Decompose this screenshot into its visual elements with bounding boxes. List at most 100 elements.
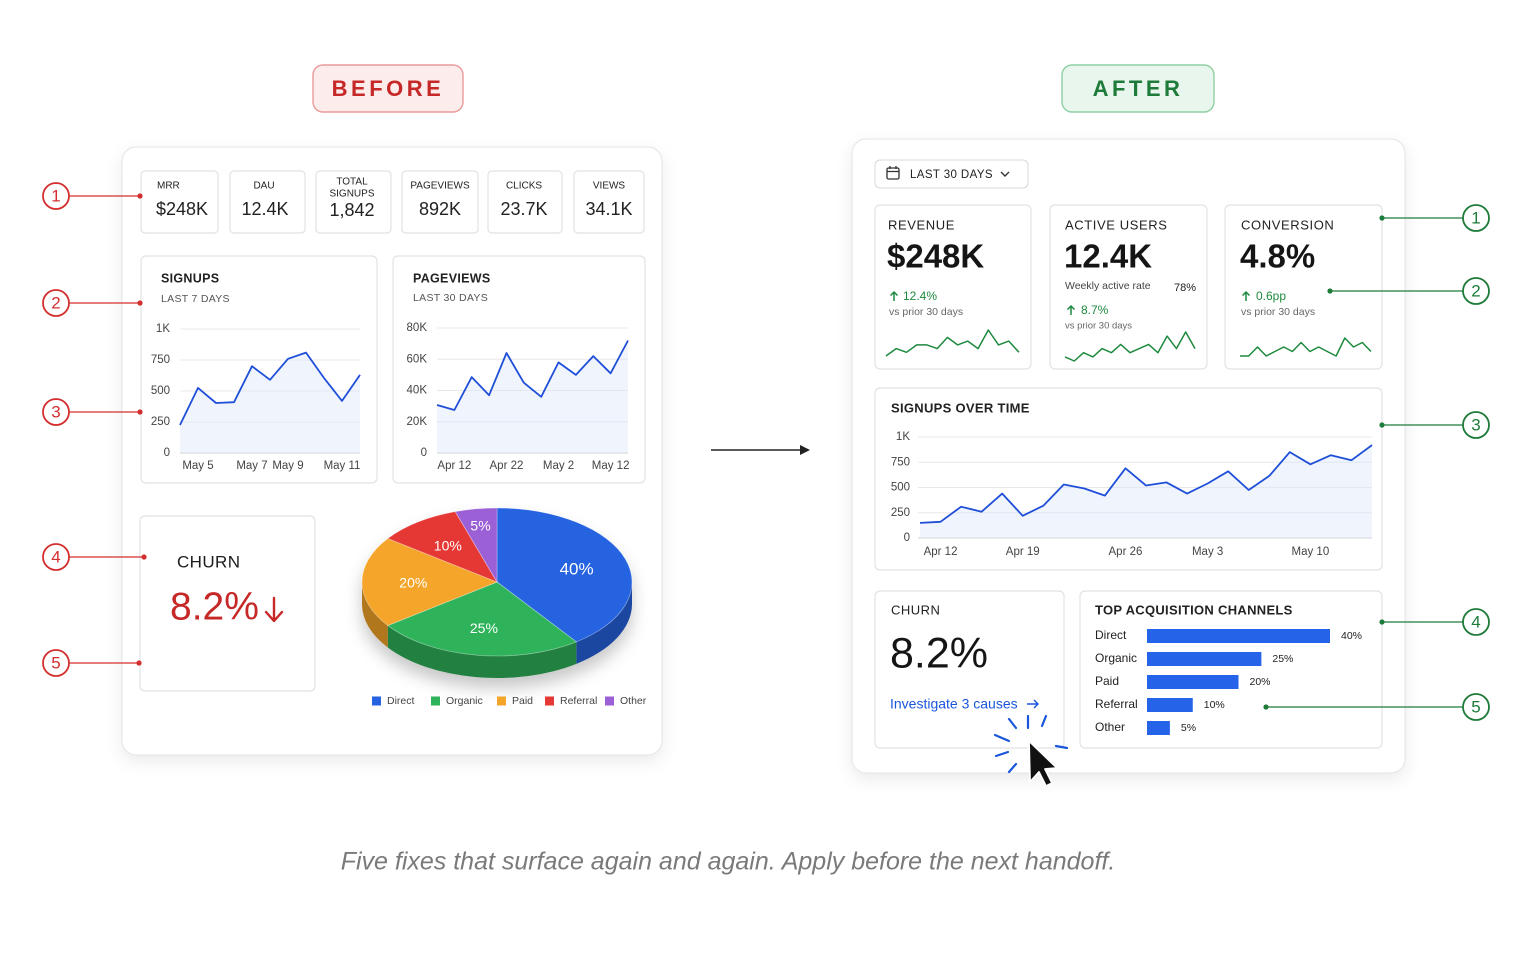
churn-card	[139, 515, 316, 692]
kpi-value: 12.4K	[241, 199, 288, 219]
kpi-label: SIGNUPS	[329, 189, 374, 200]
kpi-label: CONVERSION	[1241, 217, 1334, 232]
legend-swatch	[372, 696, 381, 706]
kpi-label: ACTIVE USERS	[1065, 217, 1168, 232]
before-label: BEFORE	[332, 76, 445, 101]
kpi-label: PAGEVIEWS	[410, 181, 470, 192]
marker-dot	[137, 409, 143, 415]
y-tick-label: 1K	[156, 323, 170, 335]
pie-value-label: 10%	[434, 538, 462, 554]
before-badge	[312, 64, 464, 113]
kpi-value: $248K	[156, 199, 208, 219]
x-tick-label: Apr 12	[437, 460, 471, 472]
legend-label: Direct	[387, 695, 415, 707]
date-range: LAST 30 DAYS	[910, 169, 993, 181]
x-tick-label: Apr 26	[1109, 546, 1143, 558]
kpi-value: 1,842	[329, 200, 374, 220]
calendar-icon	[887, 166, 899, 173]
chart-subtitle: LAST 7 DAYS	[161, 293, 230, 305]
marker-dot	[1379, 215, 1385, 221]
pie-value-label: 25%	[470, 620, 498, 636]
bar	[1147, 698, 1193, 712]
bar-category-label: Paid	[1095, 674, 1119, 688]
kpi-detail-value: 78%	[1174, 282, 1196, 294]
chart-title: SIGNUPS OVER TIME	[891, 400, 1030, 415]
marker-dot	[137, 300, 143, 306]
marker-circle	[1462, 204, 1490, 232]
link-arrow-icon	[1027, 699, 1039, 709]
marker-number: 4	[51, 547, 60, 566]
marker-number: 1	[1471, 208, 1480, 227]
after-label: AFTER	[1093, 76, 1184, 101]
kpi-card	[401, 170, 479, 234]
marker-circle	[42, 398, 70, 426]
area	[437, 340, 628, 453]
kpi-card	[315, 170, 392, 234]
date-picker[interactable]	[874, 159, 1029, 189]
churn-title: CHURN	[891, 602, 940, 617]
sparkline	[1240, 337, 1372, 357]
marker-number: 2	[51, 293, 60, 312]
x-tick-label: May 5	[182, 460, 213, 472]
bar-value-label: 10%	[1204, 699, 1225, 711]
sparkline	[1064, 331, 1196, 362]
kpi-label: MRR	[157, 181, 180, 192]
marker-circle	[42, 182, 70, 210]
marker-number: 3	[1471, 415, 1480, 434]
kpi-card	[1049, 204, 1208, 370]
kpi-note: vs prior 30 days	[1241, 306, 1315, 318]
x-tick-label: May 10	[1292, 546, 1330, 558]
chart-card	[140, 255, 378, 484]
marker-dot	[136, 660, 142, 666]
pie-side	[362, 582, 388, 648]
y-tick-label: 250	[151, 416, 170, 428]
x-tick-label: May 3	[1192, 546, 1223, 558]
investigate-link[interactable]: Investigate 3 causes	[890, 696, 1018, 712]
pie-side	[387, 625, 577, 678]
chart-card	[392, 255, 646, 484]
marker-dot	[1379, 619, 1385, 625]
bar-category-label: Direct	[1095, 628, 1127, 642]
legend-label: Other	[620, 695, 647, 707]
legend-label: Organic	[446, 695, 483, 707]
legend-swatch	[605, 696, 614, 706]
kpi-value: 892K	[419, 199, 461, 219]
pie-slice	[386, 581, 578, 657]
chart-title: TOP ACQUISITION CHANNELS	[1095, 602, 1293, 617]
marker-dot	[1327, 288, 1333, 294]
kpi-value: 4.8%	[1240, 238, 1315, 275]
pie-slice	[386, 511, 498, 583]
chart-title: PAGEVIEWS	[413, 271, 490, 285]
marker-number: 5	[1471, 697, 1480, 716]
marker-dot	[1379, 422, 1385, 428]
y-tick-label: 750	[151, 354, 170, 366]
marker-circle	[1462, 411, 1490, 439]
up-arrow-icon	[1241, 290, 1251, 301]
y-tick-label: 500	[891, 482, 910, 494]
y-tick-label: 1K	[896, 431, 910, 443]
churn-title: CHURN	[177, 552, 240, 571]
y-tick-label: 80K	[407, 322, 428, 334]
chevron-icon	[1000, 171, 1010, 177]
bar-value-label: 40%	[1341, 630, 1362, 642]
kpi-label: CLICKS	[506, 181, 542, 192]
y-tick-label: 20K	[407, 416, 428, 428]
legend-swatch	[431, 696, 440, 706]
pie-value-label: 20%	[399, 575, 427, 591]
bar	[1147, 721, 1170, 735]
kpi-value: 12.4K	[1064, 238, 1152, 275]
legend-label: Paid	[512, 695, 533, 707]
marker-dot	[141, 554, 147, 560]
bar-category-label: Referral	[1095, 697, 1138, 711]
pie-value-label: 5%	[470, 518, 490, 534]
transition-arrowhead	[800, 445, 810, 455]
marker-number: 1	[51, 186, 60, 205]
marker-circle	[1462, 277, 1490, 305]
x-tick-label: Apr 22	[490, 460, 524, 472]
pie-slice	[454, 507, 498, 584]
up-arrow-icon	[1066, 304, 1076, 315]
sparkline	[885, 329, 1020, 357]
caption: Five fixes that surface again and again.…	[341, 848, 1116, 876]
legend-swatch	[545, 696, 554, 706]
